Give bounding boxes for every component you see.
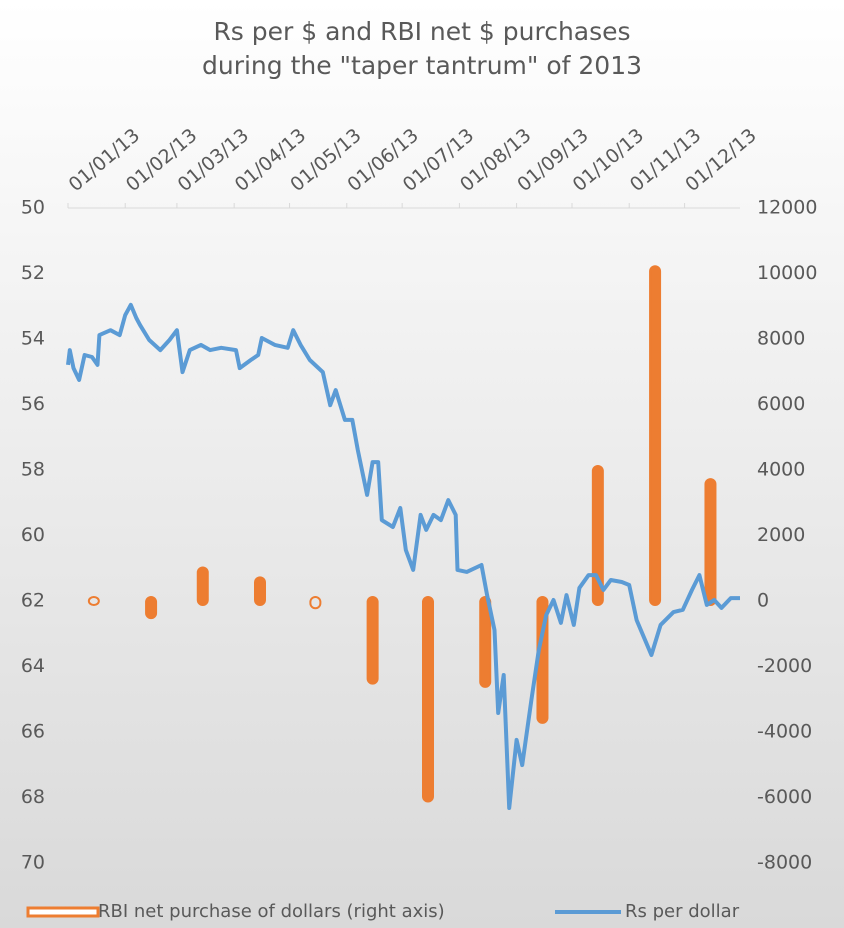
chart-title: Rs per $ and RBI net $ purchases [213, 17, 630, 46]
y2-tick-label: 8000 [757, 328, 805, 350]
y-tick-label: 66 [21, 721, 45, 743]
y-tick-label: 56 [21, 393, 45, 415]
y2-tick-label: 4000 [757, 459, 805, 481]
legend-label: RBI net purchase of dollars (right axis) [98, 901, 445, 922]
bar [87, 596, 100, 606]
chart-title: during the "taper tantrum" of 2013 [202, 51, 642, 80]
bar [479, 596, 492, 688]
bar [196, 566, 209, 607]
bar [254, 576, 266, 606]
y2-tick-label: -4000 [757, 721, 812, 743]
bar [422, 596, 434, 803]
y-tick-label: 68 [21, 786, 45, 808]
bar [145, 596, 158, 620]
legend-swatch [26, 906, 100, 918]
y-tick-label: 64 [21, 655, 45, 677]
y2-tick-label: -2000 [757, 655, 812, 677]
bar [704, 478, 717, 607]
y-tick-label: 60 [21, 524, 45, 546]
bar [591, 465, 604, 606]
y2-tick-label: -8000 [757, 852, 812, 874]
y-tick-label: 50 [21, 197, 45, 219]
y2-tick-label: 2000 [757, 524, 805, 546]
bar [649, 265, 662, 606]
bar [366, 596, 379, 685]
line [66, 302, 740, 810]
y-tick-label: 58 [21, 459, 45, 481]
legend-label: Rs per dollar [625, 901, 740, 922]
y2-tick-label: 10000 [757, 262, 817, 284]
y-tick-label: 62 [21, 590, 45, 612]
y-tick-label: 70 [21, 852, 45, 874]
y2-tick-label: 6000 [757, 393, 805, 415]
y2-tick-label: -6000 [757, 786, 812, 808]
y2-tick-label: 12000 [757, 197, 817, 219]
bar [309, 596, 322, 610]
y2-tick-label: 0 [757, 590, 769, 612]
y-tick-label: 52 [21, 262, 45, 284]
y-tick-label: 54 [21, 328, 45, 350]
